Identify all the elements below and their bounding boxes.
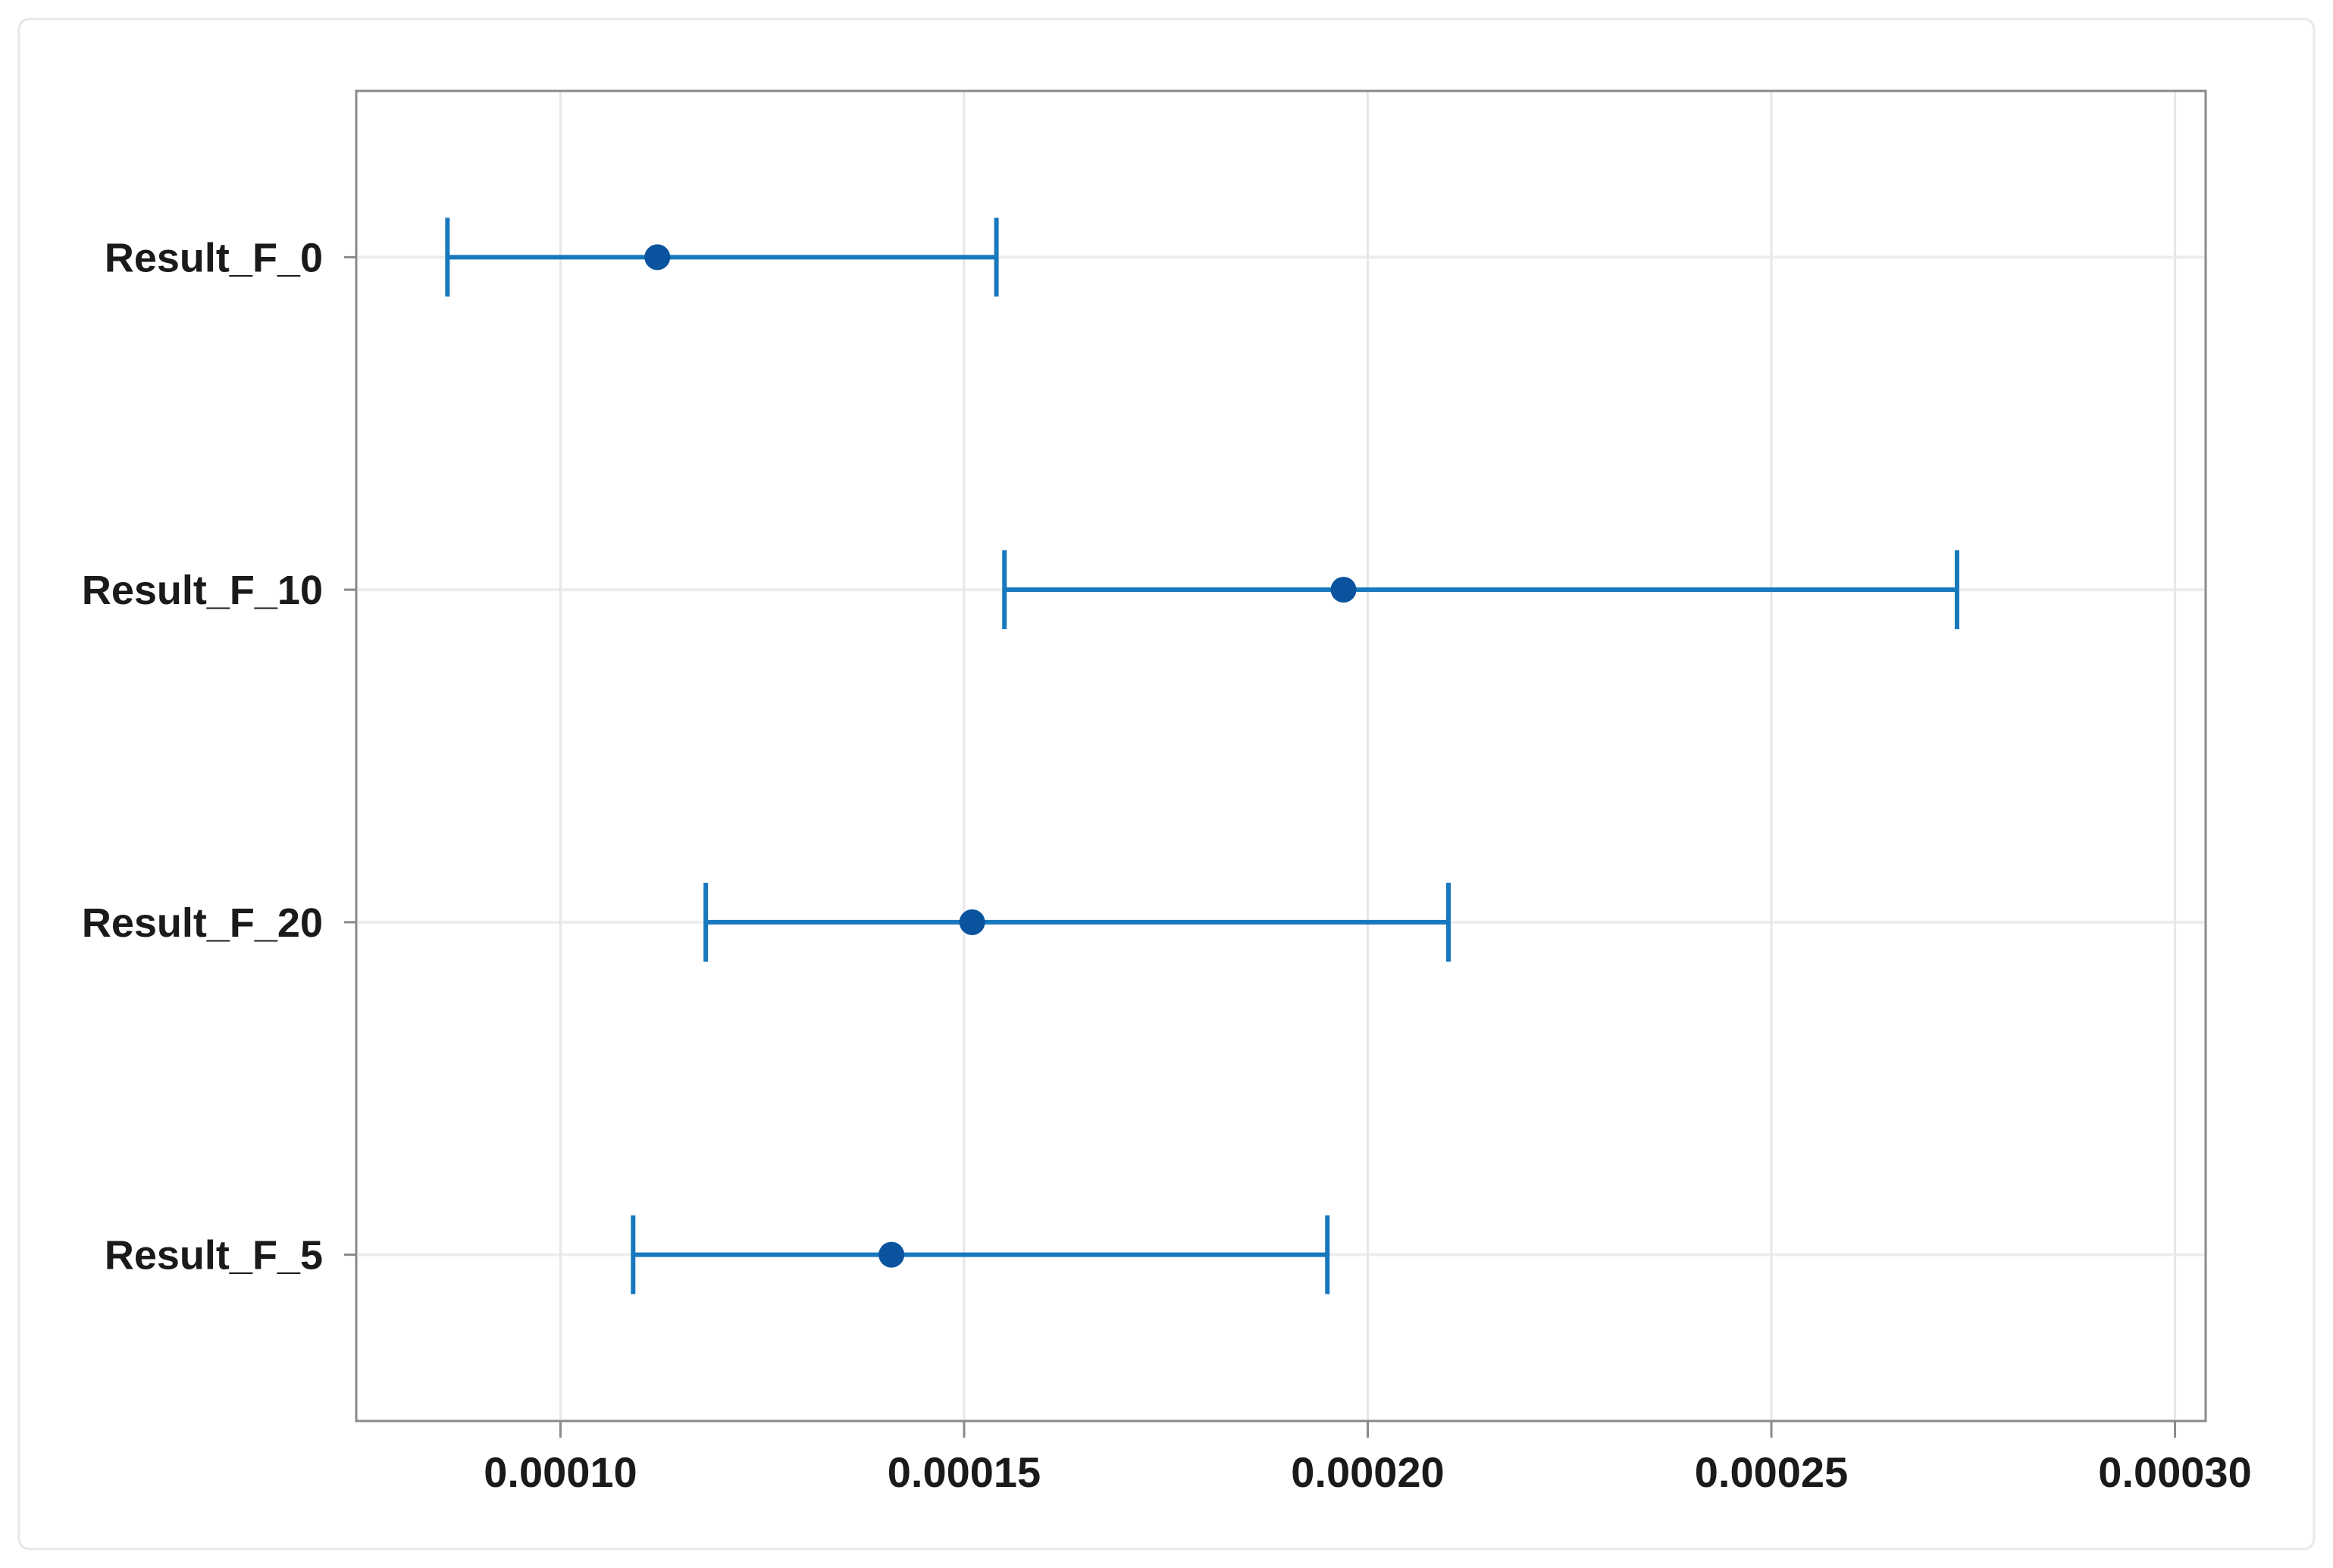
category-label: Result_F_10	[82, 568, 323, 613]
x-tick-label: 0.00010	[484, 1448, 637, 1496]
x-tick-label: 0.00020	[1291, 1448, 1444, 1496]
data-point	[1330, 577, 1357, 603]
category-label: Result_F_0	[105, 235, 323, 280]
data-point	[959, 909, 985, 935]
data-point	[878, 1241, 905, 1268]
data-point	[644, 244, 671, 271]
x-tick-label: 0.00025	[1695, 1448, 1848, 1496]
x-tick-label: 0.00015	[888, 1448, 1041, 1496]
category-label: Result_F_5	[105, 1233, 323, 1278]
x-tick-label: 0.00030	[2098, 1448, 2251, 1496]
category-label: Result_F_20	[82, 900, 323, 946]
plot-frame	[355, 89, 2207, 1422]
figure-border	[17, 17, 2316, 1551]
